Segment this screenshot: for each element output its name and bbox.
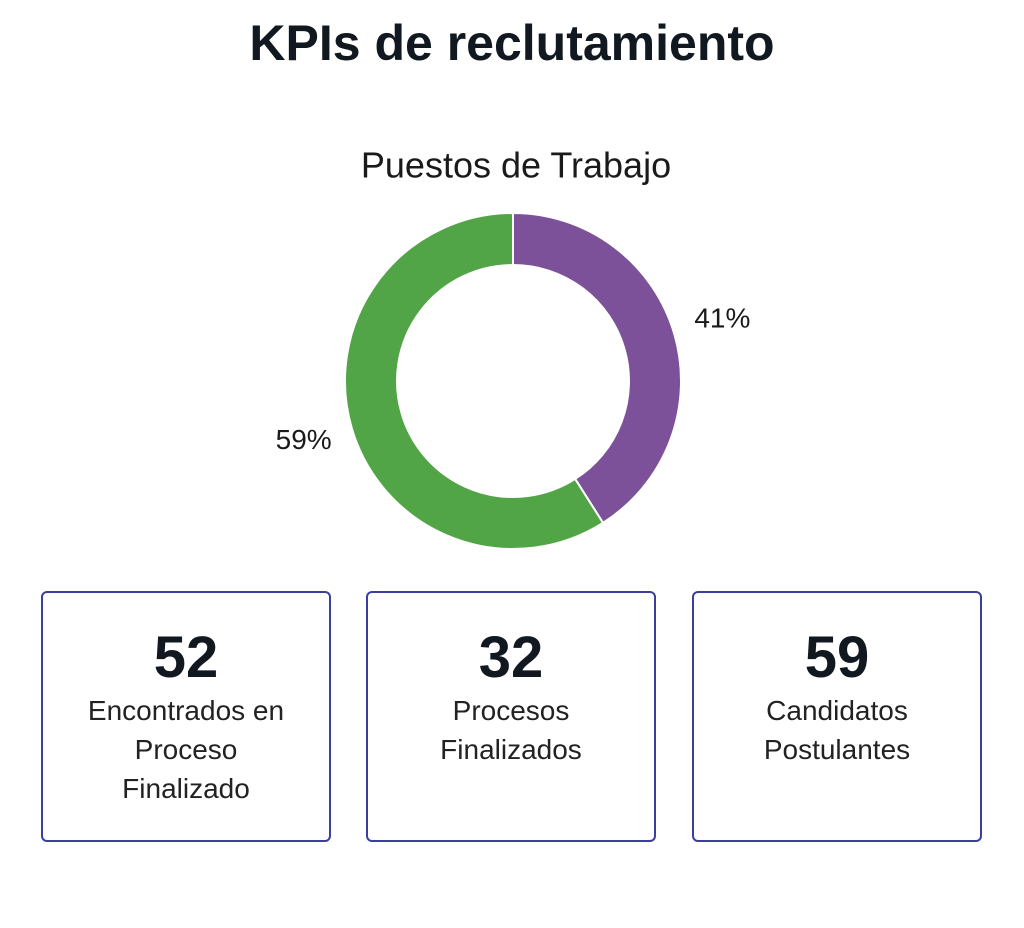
kpi-card: 59 Candidatos Postulantes [692, 591, 982, 842]
kpi-card: 52 Encontrados en Proceso Finalizado [41, 591, 331, 842]
kpi-value: 52 [153, 625, 219, 690]
value-label: 59% [276, 424, 332, 455]
chart-title: Puestos de Trabajo [361, 145, 671, 186]
kpi-label: Procesos [452, 695, 570, 726]
kpi-label: Finalizados [440, 734, 582, 765]
kpi-label: Proceso [134, 734, 238, 765]
kpi-value: 32 [478, 625, 544, 690]
kpi-label: Finalizado [122, 773, 250, 804]
kpi-value: 59 [804, 625, 870, 690]
kpi-card: 32 Procesos Finalizados [366, 591, 656, 842]
wedge [344, 211, 605, 550]
wedge [512, 211, 682, 525]
page-title: KPIs de reclutamiento [249, 15, 775, 71]
chart: Puestos de Trabajo 41% 59% [276, 145, 750, 550]
value-label: 41% [694, 303, 750, 334]
kpi-label: Postulantes [763, 734, 911, 765]
kpi-label: Encontrados en [87, 695, 285, 726]
kpi-label: Candidatos [766, 695, 908, 726]
